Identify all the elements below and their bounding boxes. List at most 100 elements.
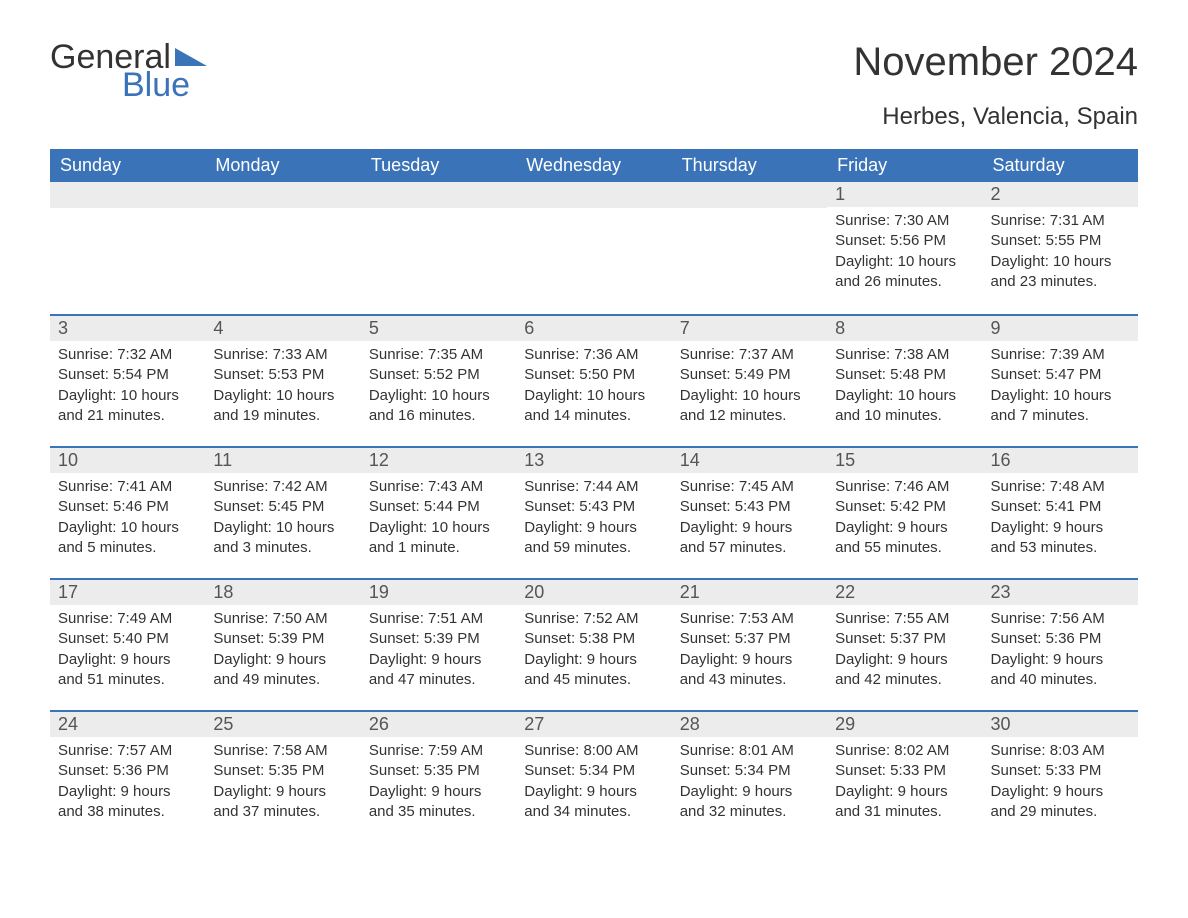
daylight-text-2: and 59 minutes. (524, 538, 663, 558)
daylight-text-1: Daylight: 10 hours (524, 386, 663, 406)
sunrise-text: Sunrise: 7:52 AM (524, 609, 663, 629)
weekday-header: Monday (205, 149, 360, 182)
day-number: 20 (516, 578, 671, 605)
sunrise-text: Sunrise: 7:43 AM (369, 477, 508, 497)
empty-day-bar (516, 182, 671, 208)
daylight-text-2: and 53 minutes. (991, 538, 1130, 558)
daylight-text-1: Daylight: 9 hours (58, 650, 197, 670)
empty-day-bar (50, 182, 205, 208)
sunset-text: Sunset: 5:37 PM (680, 629, 819, 649)
sunset-text: Sunset: 5:47 PM (991, 365, 1130, 385)
daylight-text-2: and 32 minutes. (680, 802, 819, 822)
day-details: Sunrise: 7:30 AMSunset: 5:56 PMDaylight:… (827, 207, 982, 300)
day-number: 12 (361, 446, 516, 473)
daylight-text-1: Daylight: 9 hours (213, 782, 352, 802)
daylight-text-1: Daylight: 9 hours (835, 650, 974, 670)
daylight-text-2: and 40 minutes. (991, 670, 1130, 690)
daylight-text-2: and 21 minutes. (58, 406, 197, 426)
daylight-text-1: Daylight: 9 hours (58, 782, 197, 802)
daylight-text-1: Daylight: 10 hours (213, 386, 352, 406)
daylight-text-1: Daylight: 10 hours (58, 386, 197, 406)
sunset-text: Sunset: 5:34 PM (680, 761, 819, 781)
day-details: Sunrise: 7:53 AMSunset: 5:37 PMDaylight:… (672, 605, 827, 698)
sunset-text: Sunset: 5:54 PM (58, 365, 197, 385)
logo-triangle-icon (175, 48, 207, 66)
day-number: 24 (50, 710, 205, 737)
sunset-text: Sunset: 5:44 PM (369, 497, 508, 517)
title-block: November 2024 Herbes, Valencia, Spain (853, 40, 1138, 141)
calendar-cell: 9Sunrise: 7:39 AMSunset: 5:47 PMDaylight… (983, 314, 1138, 446)
daylight-text-2: and 23 minutes. (991, 272, 1130, 292)
daylight-text-1: Daylight: 9 hours (680, 782, 819, 802)
daylight-text-2: and 43 minutes. (680, 670, 819, 690)
sunrise-text: Sunrise: 7:42 AM (213, 477, 352, 497)
empty-day-bar (361, 182, 516, 208)
day-details: Sunrise: 7:44 AMSunset: 5:43 PMDaylight:… (516, 473, 671, 566)
calendar-cell: 20Sunrise: 7:52 AMSunset: 5:38 PMDayligh… (516, 578, 671, 710)
day-number: 8 (827, 314, 982, 341)
daylight-text-1: Daylight: 10 hours (369, 386, 508, 406)
daylight-text-1: Daylight: 9 hours (991, 650, 1130, 670)
sunrise-text: Sunrise: 8:02 AM (835, 741, 974, 761)
calendar-week-row: 24Sunrise: 7:57 AMSunset: 5:36 PMDayligh… (50, 710, 1138, 842)
sunset-text: Sunset: 5:49 PM (680, 365, 819, 385)
day-details: Sunrise: 7:38 AMSunset: 5:48 PMDaylight:… (827, 341, 982, 434)
sunset-text: Sunset: 5:42 PM (835, 497, 974, 517)
sunrise-text: Sunrise: 7:50 AM (213, 609, 352, 629)
day-details: Sunrise: 7:49 AMSunset: 5:40 PMDaylight:… (50, 605, 205, 698)
daylight-text-2: and 5 minutes. (58, 538, 197, 558)
daylight-text-1: Daylight: 9 hours (680, 518, 819, 538)
calendar-cell (516, 182, 671, 314)
day-details: Sunrise: 7:56 AMSunset: 5:36 PMDaylight:… (983, 605, 1138, 698)
day-details: Sunrise: 7:35 AMSunset: 5:52 PMDaylight:… (361, 341, 516, 434)
daylight-text-1: Daylight: 10 hours (213, 518, 352, 538)
calendar-cell (50, 182, 205, 314)
day-number: 19 (361, 578, 516, 605)
day-number: 3 (50, 314, 205, 341)
day-details: Sunrise: 7:51 AMSunset: 5:39 PMDaylight:… (361, 605, 516, 698)
sunrise-text: Sunrise: 7:58 AM (213, 741, 352, 761)
day-details: Sunrise: 8:00 AMSunset: 5:34 PMDaylight:… (516, 737, 671, 830)
calendar-cell: 4Sunrise: 7:33 AMSunset: 5:53 PMDaylight… (205, 314, 360, 446)
calendar-cell: 22Sunrise: 7:55 AMSunset: 5:37 PMDayligh… (827, 578, 982, 710)
sunset-text: Sunset: 5:50 PM (524, 365, 663, 385)
day-number: 15 (827, 446, 982, 473)
day-number: 27 (516, 710, 671, 737)
calendar-cell: 24Sunrise: 7:57 AMSunset: 5:36 PMDayligh… (50, 710, 205, 842)
sunset-text: Sunset: 5:37 PM (835, 629, 974, 649)
sunrise-text: Sunrise: 7:30 AM (835, 211, 974, 231)
day-number: 18 (205, 578, 360, 605)
daylight-text-1: Daylight: 10 hours (991, 252, 1130, 272)
calendar-week-row: 17Sunrise: 7:49 AMSunset: 5:40 PMDayligh… (50, 578, 1138, 710)
daylight-text-1: Daylight: 10 hours (835, 252, 974, 272)
day-details: Sunrise: 7:50 AMSunset: 5:39 PMDaylight:… (205, 605, 360, 698)
calendar-table: SundayMondayTuesdayWednesdayThursdayFrid… (50, 149, 1138, 842)
calendar-cell: 25Sunrise: 7:58 AMSunset: 5:35 PMDayligh… (205, 710, 360, 842)
daylight-text-2: and 14 minutes. (524, 406, 663, 426)
daylight-text-2: and 16 minutes. (369, 406, 508, 426)
logo: General Blue (50, 40, 207, 102)
sunset-text: Sunset: 5:41 PM (991, 497, 1130, 517)
day-details: Sunrise: 7:57 AMSunset: 5:36 PMDaylight:… (50, 737, 205, 830)
sunrise-text: Sunrise: 7:38 AM (835, 345, 974, 365)
day-number: 17 (50, 578, 205, 605)
calendar-cell (361, 182, 516, 314)
sunrise-text: Sunrise: 7:51 AM (369, 609, 508, 629)
daylight-text-2: and 12 minutes. (680, 406, 819, 426)
sunset-text: Sunset: 5:43 PM (524, 497, 663, 517)
sunrise-text: Sunrise: 7:57 AM (58, 741, 197, 761)
calendar-cell: 10Sunrise: 7:41 AMSunset: 5:46 PMDayligh… (50, 446, 205, 578)
daylight-text-2: and 3 minutes. (213, 538, 352, 558)
day-number: 14 (672, 446, 827, 473)
day-details: Sunrise: 7:39 AMSunset: 5:47 PMDaylight:… (983, 341, 1138, 434)
sunset-text: Sunset: 5:48 PM (835, 365, 974, 385)
calendar-cell: 3Sunrise: 7:32 AMSunset: 5:54 PMDaylight… (50, 314, 205, 446)
daylight-text-2: and 45 minutes. (524, 670, 663, 690)
day-details: Sunrise: 7:55 AMSunset: 5:37 PMDaylight:… (827, 605, 982, 698)
sunset-text: Sunset: 5:39 PM (369, 629, 508, 649)
calendar-cell: 13Sunrise: 7:44 AMSunset: 5:43 PMDayligh… (516, 446, 671, 578)
sunrise-text: Sunrise: 7:41 AM (58, 477, 197, 497)
daylight-text-2: and 29 minutes. (991, 802, 1130, 822)
empty-day-bar (672, 182, 827, 208)
day-details: Sunrise: 7:58 AMSunset: 5:35 PMDaylight:… (205, 737, 360, 830)
